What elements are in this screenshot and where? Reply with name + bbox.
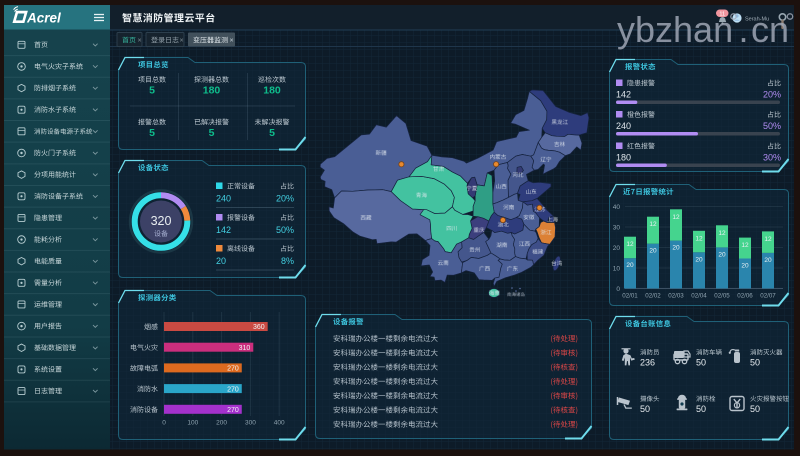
svg-text:02/02: 02/02 [645,293,661,300]
svg-text:×: × [180,38,184,45]
svg-text:02/04: 02/04 [691,293,707,300]
svg-text:10: 10 [613,265,621,272]
svg-text:180: 180 [203,85,221,97]
svg-text:142: 142 [616,90,631,100]
svg-text:20: 20 [649,248,657,255]
svg-text:12: 12 [718,230,726,237]
svg-text:02/01: 02/01 [622,293,638,300]
svg-text:12: 12 [649,221,657,228]
svg-text:0: 0 [162,420,166,427]
svg-text:02/05: 02/05 [714,293,730,300]
svg-text:50: 50 [640,404,650,414]
svg-text:30%: 30% [763,153,781,163]
svg-text:×: × [230,38,234,45]
svg-text:5: 5 [149,85,155,97]
svg-text:270: 270 [227,366,239,373]
svg-text:02/03: 02/03 [668,293,684,300]
svg-text:20: 20 [764,257,772,264]
svg-text:180: 180 [263,85,281,97]
svg-text:20: 20 [672,245,680,252]
svg-text:50%: 50% [763,121,781,131]
svg-text:12: 12 [764,236,772,243]
svg-text:Acrel: Acrel [26,11,61,26]
svg-text:20%: 20% [276,194,294,204]
svg-text:11: 11 [719,11,725,17]
svg-text:12: 12 [672,214,680,221]
svg-text:12: 12 [741,242,749,249]
svg-text:5: 5 [269,127,275,139]
svg-text:180: 180 [616,153,631,163]
svg-text:310: 310 [239,345,251,352]
svg-text:40: 40 [613,204,621,211]
svg-text:320: 320 [151,214,172,228]
svg-text:50: 50 [696,404,706,414]
svg-text:200: 200 [216,420,227,427]
svg-text:300: 300 [245,420,256,427]
svg-text:cn: cn [751,9,789,50]
svg-text:240: 240 [216,194,231,204]
svg-text:Serah-Mu: Serah-Mu [745,16,769,22]
svg-text:5: 5 [209,127,215,139]
svg-text:20: 20 [695,256,703,263]
svg-text:20: 20 [613,245,621,252]
svg-text:270: 270 [227,386,239,393]
svg-text:12: 12 [695,235,703,242]
svg-text:ybzhan: ybzhan [617,9,733,50]
svg-text:20: 20 [718,251,726,258]
svg-text:100: 100 [187,420,198,427]
svg-text:400: 400 [274,420,285,427]
svg-text:0: 0 [616,286,620,293]
svg-text:142: 142 [216,225,231,235]
svg-text:20: 20 [216,256,226,266]
svg-text:20%: 20% [763,90,781,100]
svg-text:.: . [739,9,749,50]
svg-text:270: 270 [227,407,239,414]
svg-text:30: 30 [613,224,621,231]
svg-text:240: 240 [616,121,631,131]
svg-text:360: 360 [253,324,265,331]
svg-text:50: 50 [696,358,706,368]
svg-text:12: 12 [626,241,634,248]
svg-text:20: 20 [626,262,634,269]
svg-text:20: 20 [741,263,749,270]
svg-text:50%: 50% [276,225,294,235]
svg-text:236: 236 [640,358,655,368]
svg-text:50: 50 [750,358,760,368]
svg-text:02/06: 02/06 [737,293,753,300]
svg-text:50: 50 [750,404,760,414]
svg-text:×: × [138,38,142,45]
svg-text:8%: 8% [281,256,294,266]
svg-text:5: 5 [149,127,155,139]
svg-text:02/07: 02/07 [760,293,776,300]
